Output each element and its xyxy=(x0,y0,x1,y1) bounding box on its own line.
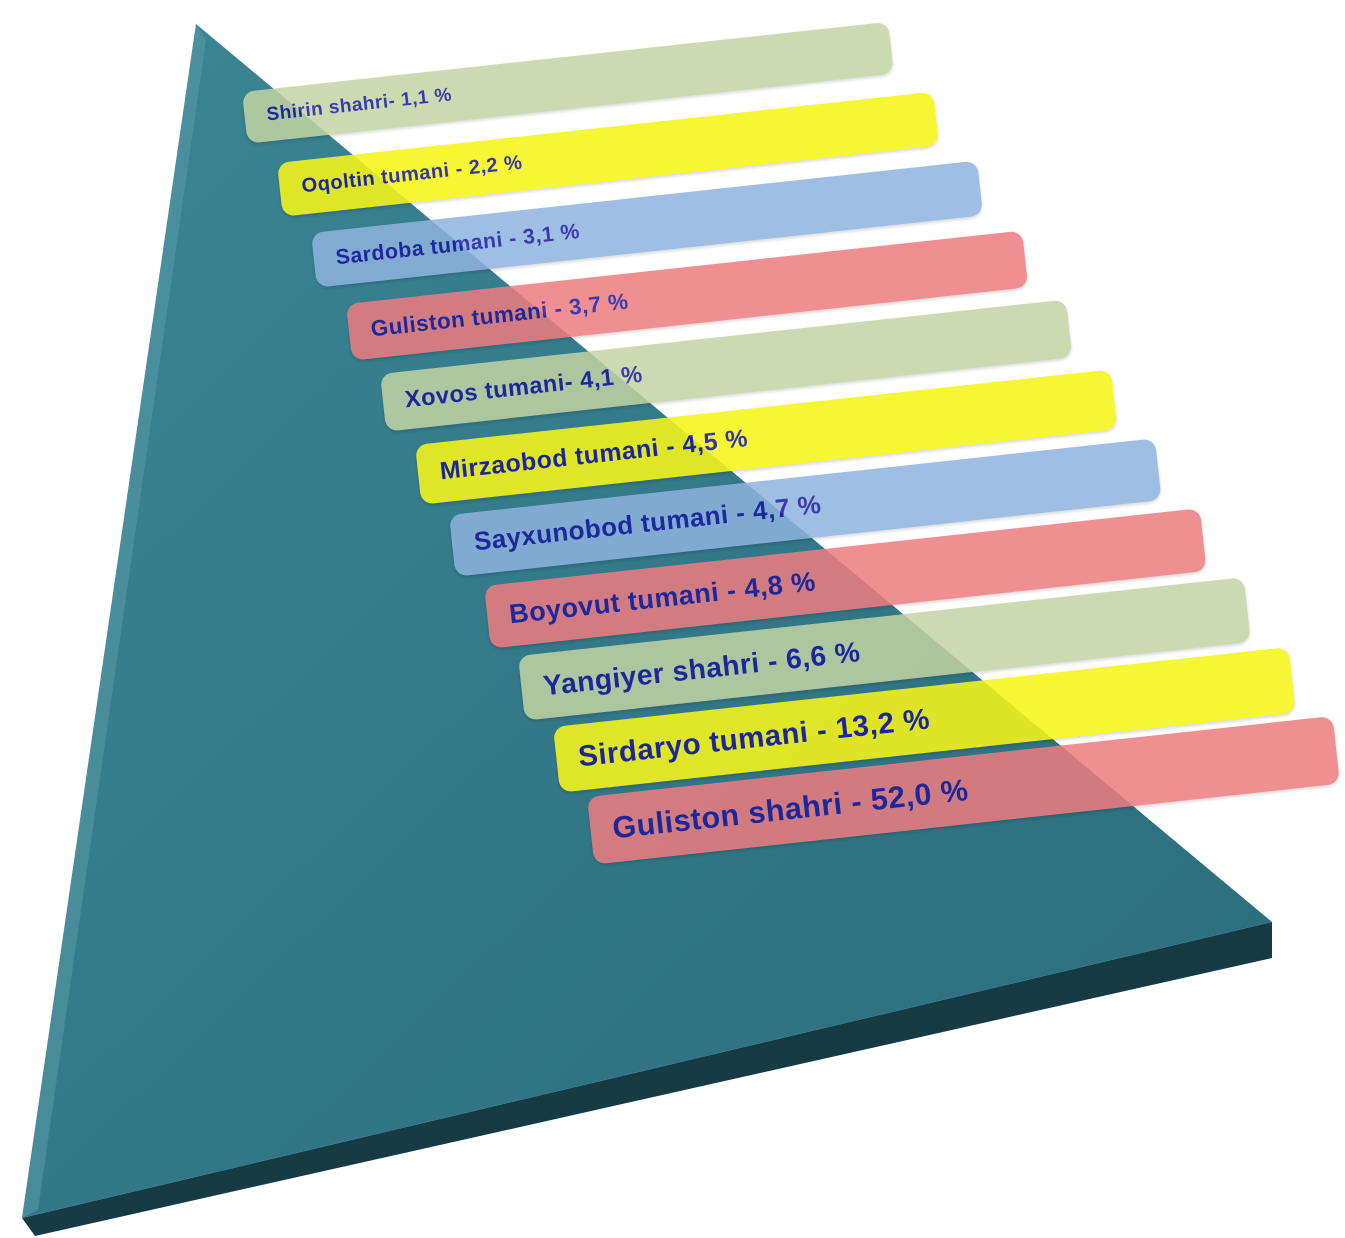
pyramid-bottom-edge xyxy=(22,922,1272,1236)
pyramid-left-bevel xyxy=(22,24,206,1218)
bar-label: Xovos tumani- 4,1 % xyxy=(403,361,644,414)
bar-label: Shirin shahri- 1,1 % xyxy=(265,84,453,126)
bar-label: Oqoltin tumani - 2,2 % xyxy=(300,151,524,198)
bar-label: Sardoba tumani - 3,1 % xyxy=(334,219,581,270)
bar-label: Guliston tumani - 3,7 % xyxy=(369,288,630,342)
